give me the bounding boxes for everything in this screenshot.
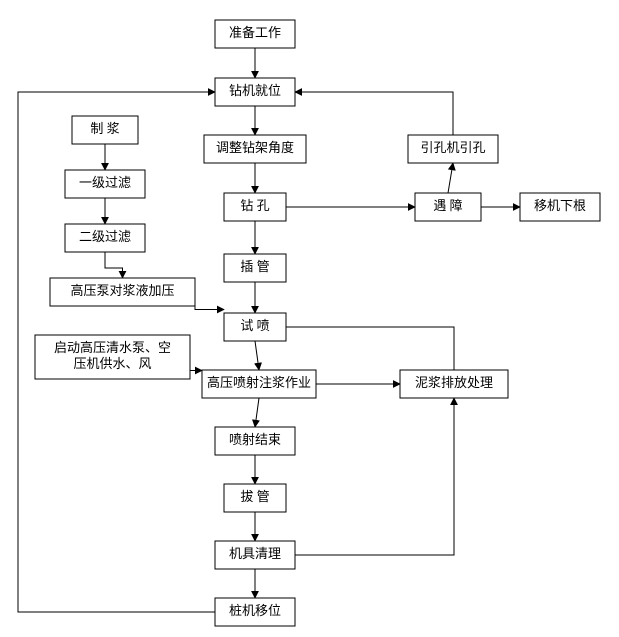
- node-label: 移机下根: [534, 198, 586, 213]
- node-n5: 插 管: [224, 254, 286, 282]
- node-n7: 高压喷射注浆作业: [202, 370, 316, 398]
- node-label: 试 喷: [240, 318, 269, 333]
- node-label: 调整钻架角度: [216, 140, 294, 155]
- node-s2: 一级过滤: [65, 170, 145, 198]
- edge-s3-s4: [105, 252, 123, 278]
- node-n6: 试 喷: [224, 313, 286, 341]
- node-n11: 桩机移位: [215, 598, 295, 626]
- edge-n10-r4: [295, 398, 454, 555]
- node-label: 压机供水、风: [73, 356, 151, 371]
- node-n3: 调整钻架角度: [204, 135, 306, 163]
- node-label: 引孔机引孔: [420, 140, 485, 155]
- node-label: 机具清理: [229, 546, 281, 561]
- node-label: 准备工作: [229, 25, 281, 40]
- node-r4: 泥浆排放处理: [400, 370, 508, 398]
- node-label: 钻 孔: [240, 198, 269, 213]
- node-s3: 二级过滤: [65, 224, 145, 252]
- node-label: 高压泵对浆液加压: [70, 283, 174, 298]
- node-label: 一级过滤: [79, 175, 131, 190]
- edge-s4-n6: [195, 292, 224, 310]
- node-n8: 喷射结束: [215, 427, 295, 455]
- node-label: 喷射结束: [229, 432, 281, 447]
- node-s1: 制 浆: [72, 116, 138, 144]
- node-label: 插 管: [240, 259, 269, 274]
- node-n2: 钻机就位: [215, 78, 295, 106]
- node-label: 高压喷射注浆作业: [207, 375, 311, 390]
- node-n9: 拔 管: [224, 484, 286, 512]
- node-label: 钻机就位: [229, 83, 281, 98]
- node-label: 启动高压清水泵、空: [54, 340, 171, 355]
- node-n4: 钻 孔: [224, 193, 286, 221]
- node-label: 拔 管: [240, 489, 269, 504]
- node-s4: 高压泵对浆液加压: [50, 278, 195, 306]
- node-r3: 移机下根: [520, 193, 600, 221]
- node-label: 二级过滤: [79, 229, 131, 244]
- node-n1: 准备工作: [215, 20, 295, 48]
- node-label: 桩机移位: [229, 603, 281, 618]
- edge-n6-n7: [255, 341, 259, 370]
- edge-r2-n2: [295, 92, 453, 135]
- node-r2: 引孔机引孔: [408, 135, 498, 163]
- node-label: 泥浆排放处理: [415, 375, 493, 390]
- edge-n7-n8: [255, 398, 259, 427]
- edge-r1-r2: [448, 163, 453, 193]
- node-s5: 启动高压清水泵、空压机供水、风: [35, 335, 190, 379]
- node-label: 遇 障: [433, 198, 462, 213]
- node-label: 制 浆: [90, 121, 119, 136]
- node-r1: 遇 障: [415, 193, 481, 221]
- edge-s5-n7: [190, 357, 202, 371]
- node-n10: 机具清理: [215, 541, 295, 569]
- edge-n6-r4: [286, 327, 454, 370]
